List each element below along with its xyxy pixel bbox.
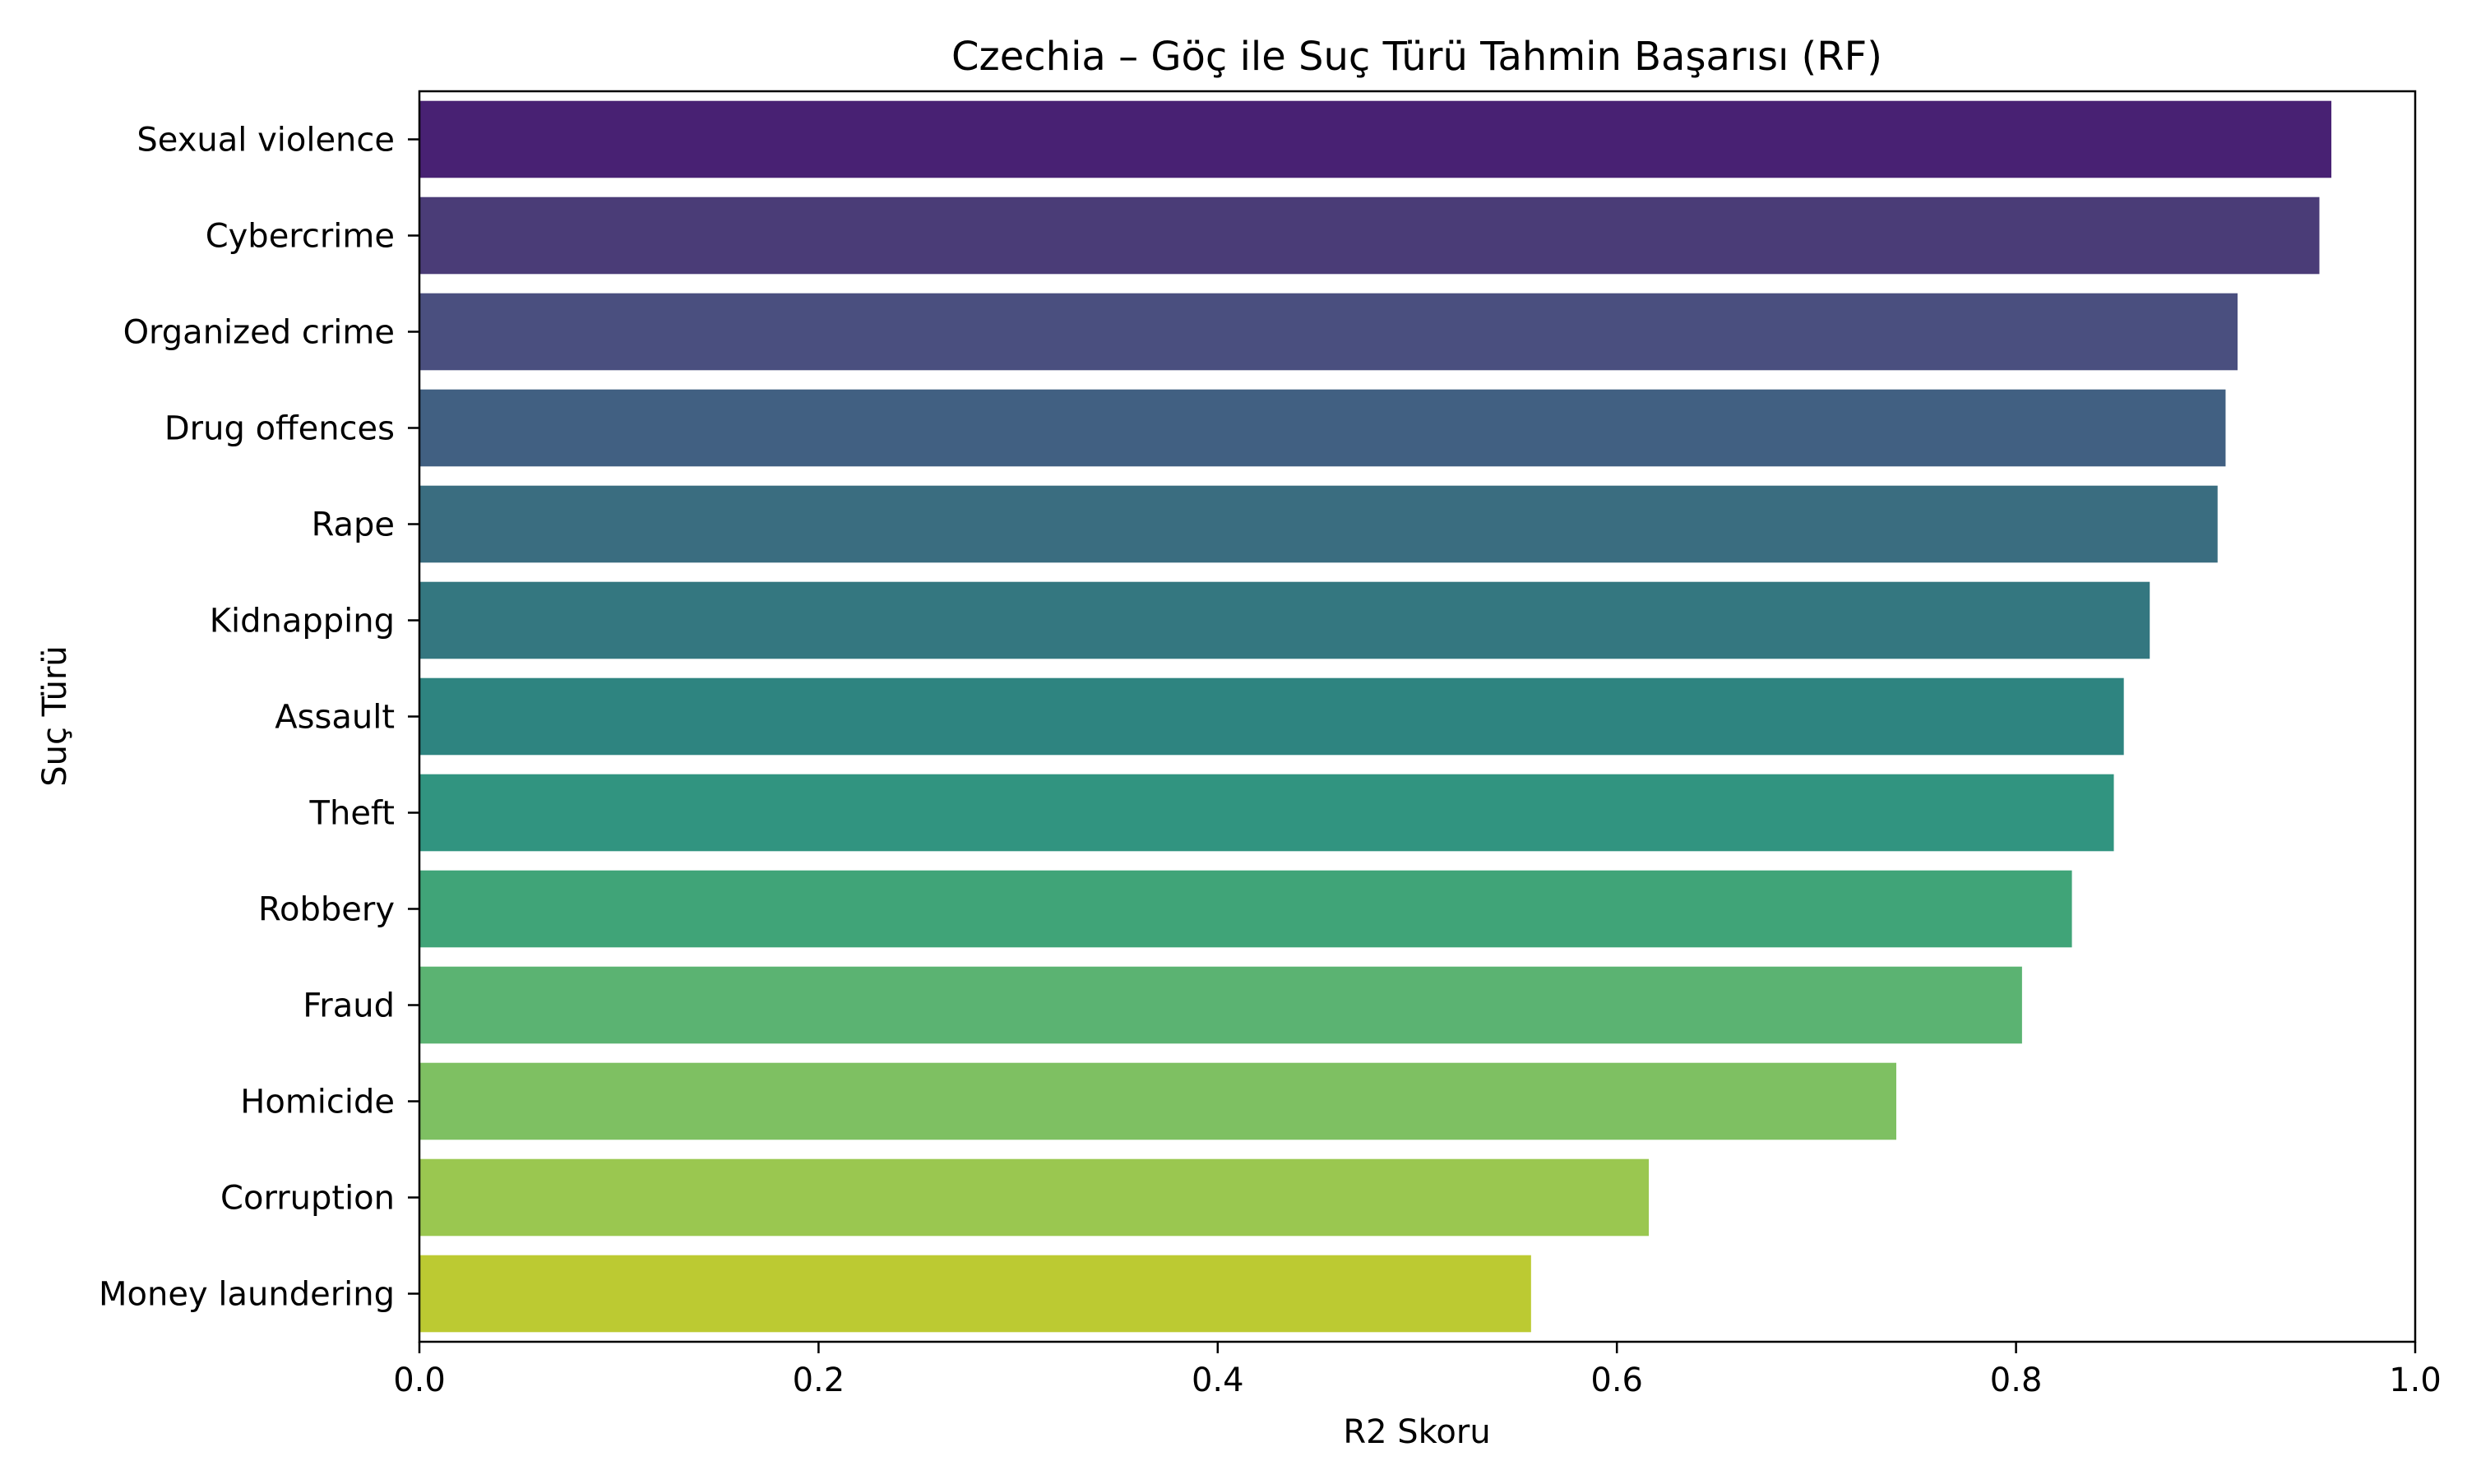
y-tick-label: Fraud	[303, 987, 395, 1025]
y-tick-label: Sexual violence	[137, 122, 395, 159]
y-tick-label: Theft	[309, 795, 395, 833]
x-tick-label: 0.2	[793, 1361, 845, 1399]
y-tick-label: Homicide	[240, 1084, 395, 1121]
y-tick-label: Kidnapping	[210, 603, 395, 640]
x-tick-label: 0.0	[393, 1361, 446, 1399]
y-tick-label: Corruption	[220, 1180, 395, 1218]
y-tick-label: Organized crime	[123, 314, 395, 352]
y-tick-label: Assault	[275, 699, 395, 737]
bar-sexual-violence	[419, 100, 2332, 178]
x-axis-title: R2 Skoru	[1343, 1413, 1490, 1451]
bar-kidnapping	[419, 581, 2150, 659]
y-tick-label: Cybercrime	[206, 218, 395, 256]
y-tick-label: Robbery	[258, 891, 395, 929]
bar-theft	[419, 774, 2114, 852]
bar-drug-offences	[419, 389, 2226, 467]
x-tick-label: 0.6	[1590, 1361, 1643, 1399]
chart-title: Czechia – Göç ile Suç Türü Tahmin Başarı…	[951, 34, 1882, 80]
bar-assault	[419, 677, 2124, 756]
bar-cybercrime	[419, 196, 2320, 275]
bars-layer	[419, 100, 2332, 1333]
x-tick-label: 0.8	[1990, 1361, 2043, 1399]
bar-homicide	[419, 1062, 1896, 1140]
bar-rape	[419, 485, 2218, 563]
bar-money-laundering	[419, 1255, 1531, 1333]
bar-organized-crime	[419, 293, 2238, 371]
y-tick-label: Drug offences	[164, 410, 395, 448]
y-tick-label: Rape	[312, 506, 395, 544]
bar-robbery	[419, 870, 2072, 948]
bar-corruption	[419, 1158, 1650, 1237]
x-axis: 0.0 0.2 0.4 0.6 0.8 1.0	[393, 1342, 2442, 1399]
x-tick-label: 0.4	[1192, 1361, 1244, 1399]
y-tick-label: Money laundering	[99, 1276, 395, 1314]
plot-frame	[418, 90, 2417, 1343]
x-tick-label: 1.0	[2389, 1361, 2442, 1399]
bar-fraud	[419, 966, 2022, 1044]
y-axis-title: Suç Türü	[36, 645, 74, 787]
y-axis: Sexual violence Cybercrime Organized crime…	[99, 122, 419, 1314]
